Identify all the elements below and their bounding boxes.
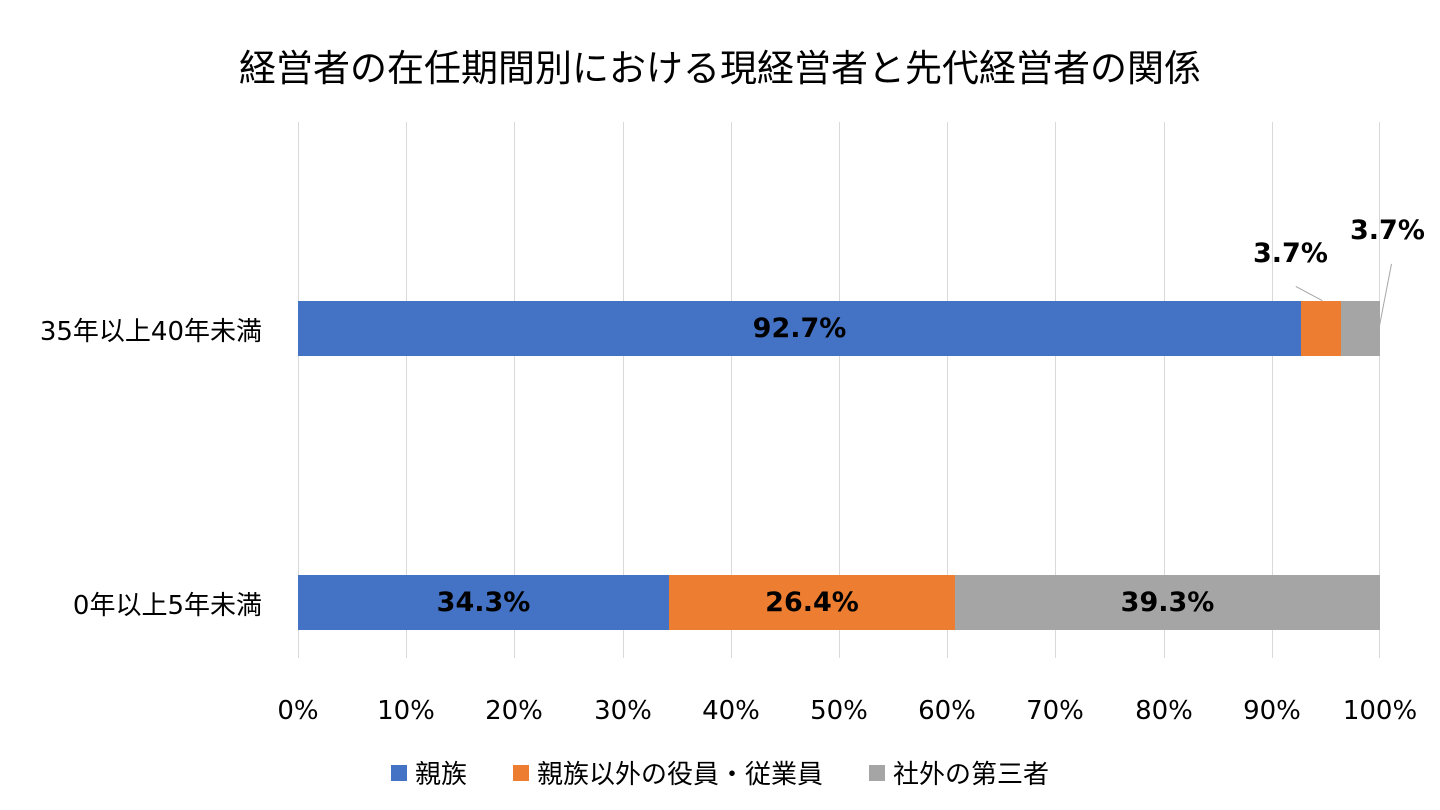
plot-area: 92.7% 34.3% 26.4% 39.3% — [298, 122, 1380, 658]
category-label-0-5: 0年以上5年未満 — [72, 591, 262, 621]
data-label: 26.4% — [765, 587, 859, 618]
legend-item-employee[interactable]: 親族以外の役員・従業員 — [512, 754, 823, 791]
data-label: 34.3% — [436, 587, 531, 618]
gridline — [1272, 122, 1273, 658]
data-label: 92.7% — [752, 313, 847, 344]
x-tick: 60% — [918, 696, 976, 726]
category-label-35-40: 35年以上40年未満 — [39, 317, 262, 347]
legend-item-third-party[interactable]: 社外の第三者 — [869, 754, 1049, 791]
x-tick: 30% — [594, 696, 652, 726]
gridline — [839, 122, 840, 658]
legend-swatch-icon — [512, 764, 529, 781]
legend-label: 社外の第三者 — [893, 760, 1050, 790]
x-tick: 40% — [702, 696, 760, 726]
bar-segment-family: 34.3% — [298, 575, 669, 630]
data-label-third-party-top: 3.7% — [1350, 215, 1425, 246]
gridline — [1055, 122, 1056, 658]
legend-swatch-icon — [869, 764, 885, 781]
x-tick: 90% — [1243, 696, 1301, 726]
gridline — [406, 122, 407, 658]
bar-segment-third-party: 39.3% — [955, 575, 1380, 630]
bar-segment-family: 92.7% — [298, 301, 1301, 356]
x-tick: 100% — [1342, 696, 1418, 726]
leader-line — [1378, 263, 1392, 329]
x-tick: 0% — [277, 696, 319, 726]
bar-segment-employee — [1301, 301, 1341, 356]
bar-0-5-years: 34.3% 26.4% 39.3% — [298, 575, 1380, 630]
x-tick: 10% — [377, 696, 435, 726]
x-tick: 20% — [485, 696, 543, 726]
gridline — [623, 122, 624, 658]
x-tick: 50% — [810, 696, 868, 726]
x-tick: 70% — [1026, 696, 1084, 726]
legend: 親族 親族以外の役員・従業員 社外の第三者 — [0, 754, 1440, 791]
x-tick: 80% — [1135, 696, 1193, 726]
gridline — [947, 122, 948, 658]
legend-label: 親族 — [414, 760, 467, 790]
legend-label: 親族以外の役員・従業員 — [536, 760, 823, 790]
legend-swatch-icon — [390, 764, 407, 781]
gridline — [731, 122, 732, 658]
chart-title: 経営者の在任期間別における現経営者と先代経営者の関係 — [239, 47, 1201, 90]
legend-item-family[interactable]: 親族 — [390, 754, 467, 791]
bar-segment-employee: 26.4% — [669, 575, 955, 630]
data-label: 39.3% — [1120, 587, 1215, 618]
gridline — [1379, 122, 1380, 658]
gridline — [298, 122, 299, 658]
gridline — [514, 122, 515, 658]
gridline — [1164, 122, 1165, 658]
bar-segment-third-party — [1341, 301, 1380, 356]
data-label-employee-top: 3.7% — [1253, 238, 1328, 269]
bar-35-40-years: 92.7% — [298, 301, 1380, 356]
